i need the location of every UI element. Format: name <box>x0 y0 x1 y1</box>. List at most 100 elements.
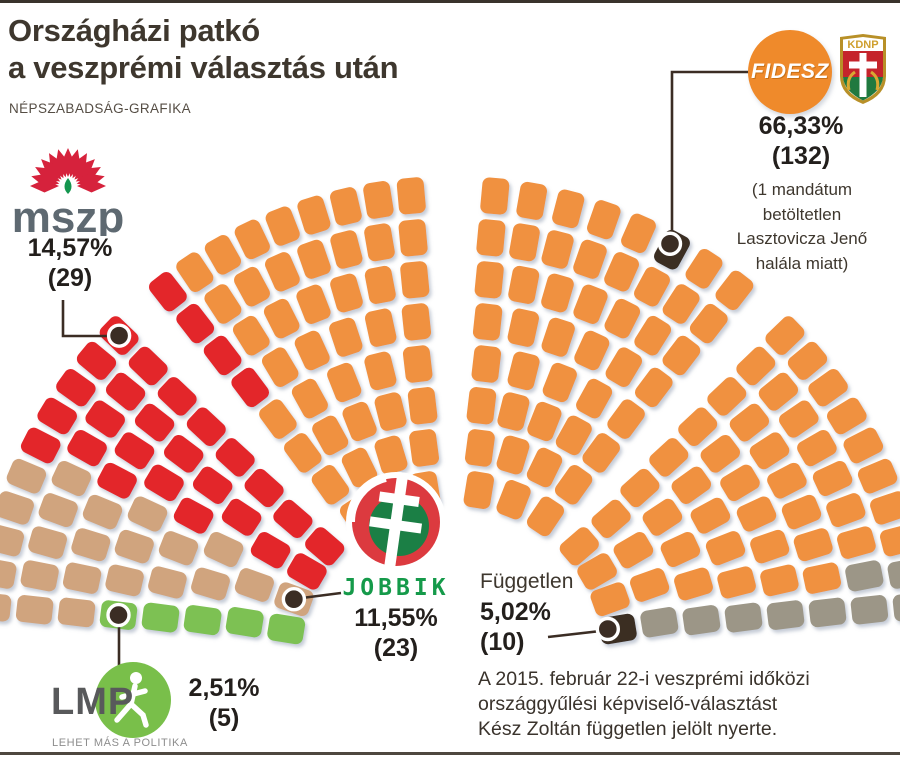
seat-fidesz <box>330 273 363 313</box>
seat-fidesz <box>341 447 378 488</box>
seat-fidesz <box>480 177 510 215</box>
seat-fidesz <box>364 265 396 304</box>
seat-fidesz <box>662 284 700 324</box>
seat-fidesz <box>621 213 656 253</box>
seat-fidesz <box>465 429 495 467</box>
seat-mszp <box>76 341 117 380</box>
seat-fidesz <box>327 362 362 403</box>
seat-mszp <box>164 434 204 473</box>
seat-jobbik <box>51 460 92 497</box>
seat-jobbik <box>0 592 12 622</box>
seat-fidesz <box>374 435 408 475</box>
seat-lmp <box>183 605 222 636</box>
seat-fidesz <box>591 499 631 539</box>
seat-fidesz <box>758 372 799 411</box>
seat-jobbik <box>0 491 34 525</box>
seat-fidesz <box>542 362 577 403</box>
seat-fidesz <box>577 553 617 590</box>
seat-fidesz <box>607 399 645 439</box>
seat-fidesz <box>509 223 540 262</box>
seat-fidesz <box>574 330 610 371</box>
seat-fidesz <box>204 284 242 324</box>
seat-fidesz <box>797 430 837 467</box>
seat-fidesz <box>541 317 575 357</box>
seat-fidesz <box>660 531 701 568</box>
seat-fidesz <box>401 303 432 341</box>
lmp-wordmark: LMP <box>51 681 134 723</box>
seat-jobbik <box>158 531 199 566</box>
seat-fidesz <box>365 308 397 347</box>
seat-fidesz <box>717 566 756 599</box>
seat-fidesz <box>582 433 620 473</box>
seat-fidesz <box>476 219 506 257</box>
mszp-logo: mszp <box>12 148 124 236</box>
seat-mszp <box>157 377 197 416</box>
kdnp-cross-arm <box>849 61 877 69</box>
seat-fidesz <box>630 568 670 602</box>
seat-fidesz <box>297 195 331 235</box>
mszp-callout-line <box>61 300 119 338</box>
seat-fidesz <box>204 235 241 275</box>
mszp-carnation-icon <box>30 148 106 193</box>
seat-fidesz <box>642 498 683 536</box>
seat-fidesz <box>291 378 328 419</box>
seat-jobbik <box>105 564 144 597</box>
seat-lmp <box>141 602 180 633</box>
seat-fidesz <box>826 493 866 528</box>
seat-fuggetlen <box>640 607 679 638</box>
seat-fidesz <box>402 345 433 383</box>
seat-fidesz <box>827 397 867 435</box>
lmp-percent: 2,51% <box>188 674 260 702</box>
seat-fuggetlen <box>887 558 900 589</box>
seat-fidesz <box>261 347 299 387</box>
seat-mszp <box>144 464 184 502</box>
kdnp-wordmark: KDNP <box>847 39 878 51</box>
seat-jobbik <box>71 528 111 562</box>
seat-jobbik <box>0 524 24 557</box>
seat-fidesz <box>496 435 530 475</box>
seat-fidesz <box>765 316 805 355</box>
seat-fidesz <box>843 427 884 464</box>
mszp-petal <box>30 179 59 193</box>
seat-fidesz <box>407 387 438 425</box>
seat-fidesz <box>802 562 842 594</box>
seat-fidesz <box>555 415 592 456</box>
seat-fidesz <box>705 531 746 566</box>
seat-fuggetlen <box>808 597 847 628</box>
seat-fidesz <box>400 261 430 299</box>
seat-fidesz <box>700 434 740 473</box>
jobbik-logo-swoosh <box>348 476 387 523</box>
seat-fidesz <box>296 284 331 324</box>
seat-fidesz <box>294 330 330 371</box>
seat-fidesz <box>374 392 407 431</box>
seat-mszp <box>56 369 96 407</box>
seat-fidesz <box>526 447 563 488</box>
fidesz-wordmark: FIDESZ <box>751 60 829 83</box>
seat-fidesz <box>750 529 790 564</box>
jobbik-double-cross-icon <box>369 471 423 569</box>
lmp-seat-count: (5) <box>208 704 240 732</box>
seat-fidesz <box>760 564 799 597</box>
kesz-seat-callout-dot <box>595 616 621 642</box>
footnote-text: A 2015. február 22-i veszprémi időközi o… <box>478 668 810 740</box>
seat-fidesz <box>715 270 754 311</box>
seat-fidesz <box>671 466 712 504</box>
seat-fuggetlen <box>845 560 884 592</box>
seat-fidesz <box>232 315 270 356</box>
fidesz-seat-count: (132) <box>771 142 831 170</box>
seat-fidesz <box>573 239 607 279</box>
jobbik-callout-dot <box>281 587 307 612</box>
seat-fidesz <box>265 206 300 246</box>
seat-fidesz <box>720 464 760 502</box>
seat-fidesz <box>329 317 363 357</box>
fidesz-percent: 66,33% <box>758 112 844 140</box>
seat-mszp <box>176 303 215 344</box>
seat-fidesz <box>516 181 547 220</box>
seat-fidesz <box>793 528 833 562</box>
jobbik-percent: 11,55% <box>354 604 438 632</box>
seat-fidesz <box>330 230 363 269</box>
seat-fidesz <box>620 468 660 508</box>
seat-fidesz <box>767 462 807 499</box>
independent-label: Független <box>480 570 574 593</box>
lmp-slogan: LEHET MÁS A POLITIKA <box>52 736 188 749</box>
